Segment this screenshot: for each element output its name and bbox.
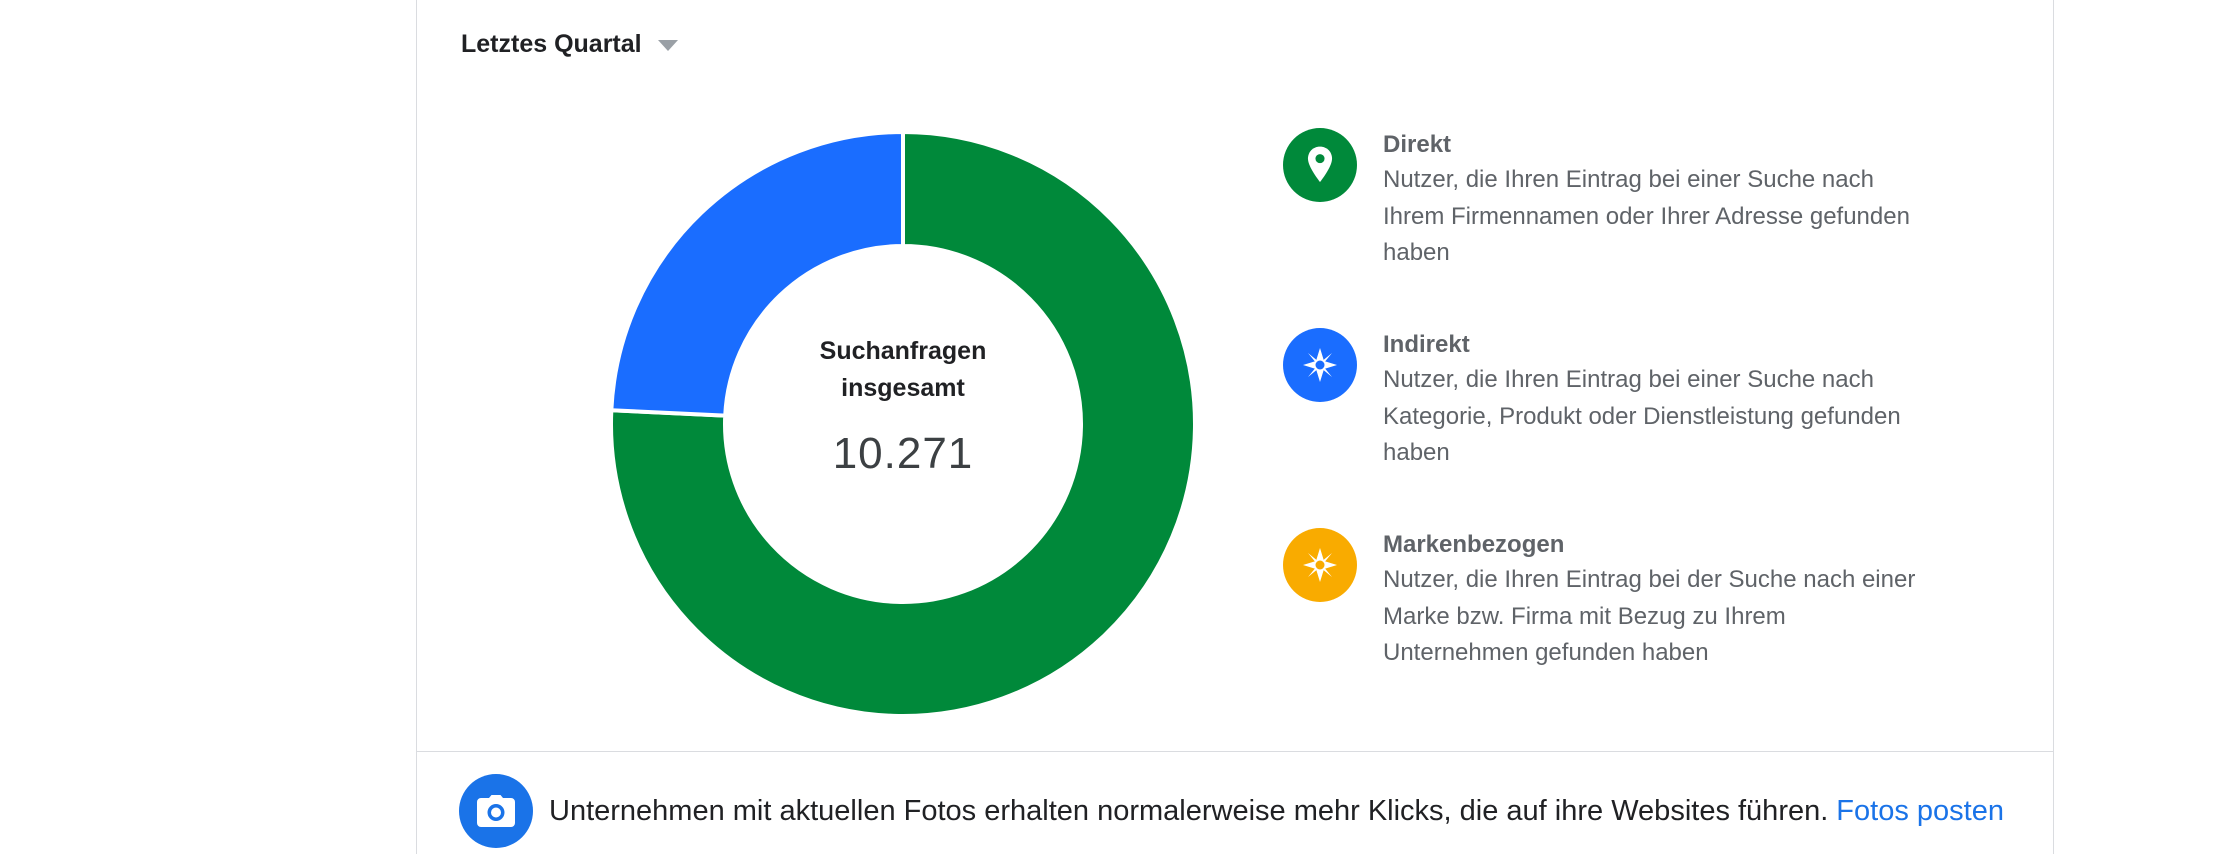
photo-tip-text: Unternehmen mit aktuellen Fotos erhalten… [549, 794, 1829, 827]
legend-description: Nutzer, die Ihren Eintrag bei einer Such… [1383, 166, 1910, 266]
legend-item-markenbezogen: Markenbezogen Nutzer, die Ihren Eintrag … [1283, 526, 1915, 726]
post-photos-link[interactable]: Fotos posten [1836, 794, 2004, 827]
period-dropdown[interactable]: Letztes Quartal [461, 30, 678, 59]
legend-description: Nutzer, die Ihren Eintrag bei einer Such… [1383, 366, 1901, 466]
legend-item-direkt: Direkt Nutzer, die Ihren Eintrag bei ein… [1283, 126, 1910, 326]
search-queries-donut-chart [609, 129, 1197, 718]
compass-icon [1283, 528, 1357, 602]
legend-title: Direkt [1383, 131, 1452, 158]
legend-title: Indirekt [1383, 331, 1470, 358]
legend: Direkt Nutzer, die Ihren Eintrag bei ein… [1283, 126, 1915, 726]
compass-icon [1283, 328, 1357, 402]
location-pin-icon [1283, 128, 1357, 202]
search-queries-card: Letztes Quartal Suchanfragen insgesamt 1… [416, 0, 2054, 854]
camera-icon [459, 774, 533, 848]
legend-item-indirekt: Indirekt Nutzer, die Ihren Eintrag bei e… [1283, 326, 1901, 526]
caret-down-icon [657, 40, 678, 51]
divider [417, 751, 2053, 752]
photo-tip: Unternehmen mit aktuellen Fotos erhalten… [459, 774, 2004, 848]
donut-slice-direkt[interactable] [609, 129, 1197, 718]
period-dropdown-label: Letztes Quartal [461, 30, 642, 58]
legend-title: Markenbezogen [1383, 531, 1565, 558]
donut-slice-indirekt[interactable] [609, 129, 905, 418]
legend-description: Nutzer, die Ihren Eintrag bei der Suche … [1383, 566, 1916, 666]
